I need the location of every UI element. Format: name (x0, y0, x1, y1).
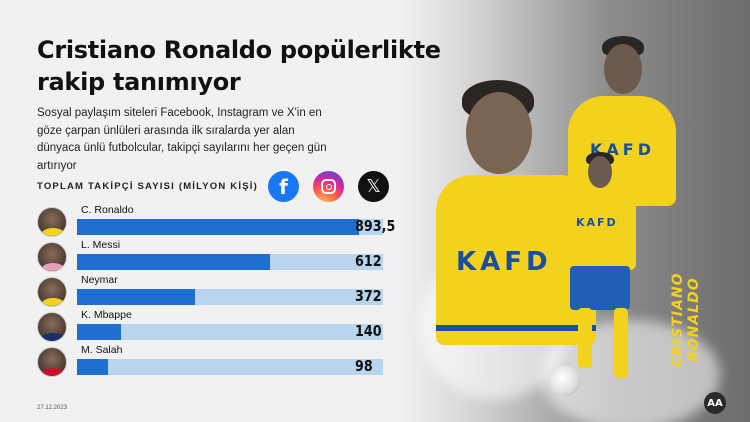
aa-logo: AA (704, 392, 726, 414)
page-title: Cristiano Ronaldo popülerlikte rakip tan… (37, 36, 441, 96)
bar-value-label: 372 (355, 287, 382, 305)
bar-row: K. Mbappe 140 (37, 309, 397, 342)
category-label: M. Salah (81, 344, 123, 356)
bar-track (77, 254, 383, 270)
bar-row: Neymar 372 (37, 274, 397, 307)
bar-row: C. Ronaldo 893,5 (37, 204, 397, 237)
bar-row: M. Salah 98 (37, 344, 397, 377)
player-photo-collage: KAFD KAFD KAFD (400, 0, 750, 422)
bar-value-label: 612 (355, 252, 382, 270)
player-avatar (37, 277, 67, 307)
bar (77, 254, 271, 270)
bar (77, 324, 122, 340)
photo-caption: CRISTIANO RONALDO (670, 272, 702, 368)
bar-track (77, 324, 383, 340)
bar-track (77, 289, 383, 305)
player-avatar (37, 312, 67, 342)
facebook-icon: f (268, 171, 299, 202)
x-icon: 𝕏 (358, 171, 389, 202)
bar-track (77, 359, 383, 375)
page-subtitle: Sosyal paylaşım siteleri Facebook, Insta… (37, 107, 327, 172)
player-avatar (37, 242, 67, 272)
bar-value-label: 893,5 (355, 217, 396, 235)
bar (77, 359, 108, 375)
football-icon (550, 366, 580, 396)
bar-row: L. Messi 612 (37, 239, 397, 272)
category-label: K. Mbappe (81, 309, 132, 321)
jersey-sponsor-text-3: KAFD (576, 216, 618, 229)
jersey-sponsor-text: KAFD (456, 247, 552, 277)
bar-track (77, 219, 383, 235)
player-avatar (37, 207, 67, 237)
category-label: Neymar (81, 274, 118, 286)
category-label: C. Ronaldo (81, 204, 134, 216)
player-avatar (37, 347, 67, 377)
chart-axis-label: TOPLAM TAKİPÇİ SAYISI (MİLYON KİŞİ) (37, 181, 258, 192)
instagram-icon (313, 171, 344, 202)
publish-date: 27.12.2023 (37, 405, 68, 411)
category-label: L. Messi (81, 239, 121, 251)
bar (77, 289, 195, 305)
bar-value-label: 140 (355, 322, 382, 340)
bar-value-label: 98 (355, 357, 373, 375)
bar (77, 219, 360, 235)
